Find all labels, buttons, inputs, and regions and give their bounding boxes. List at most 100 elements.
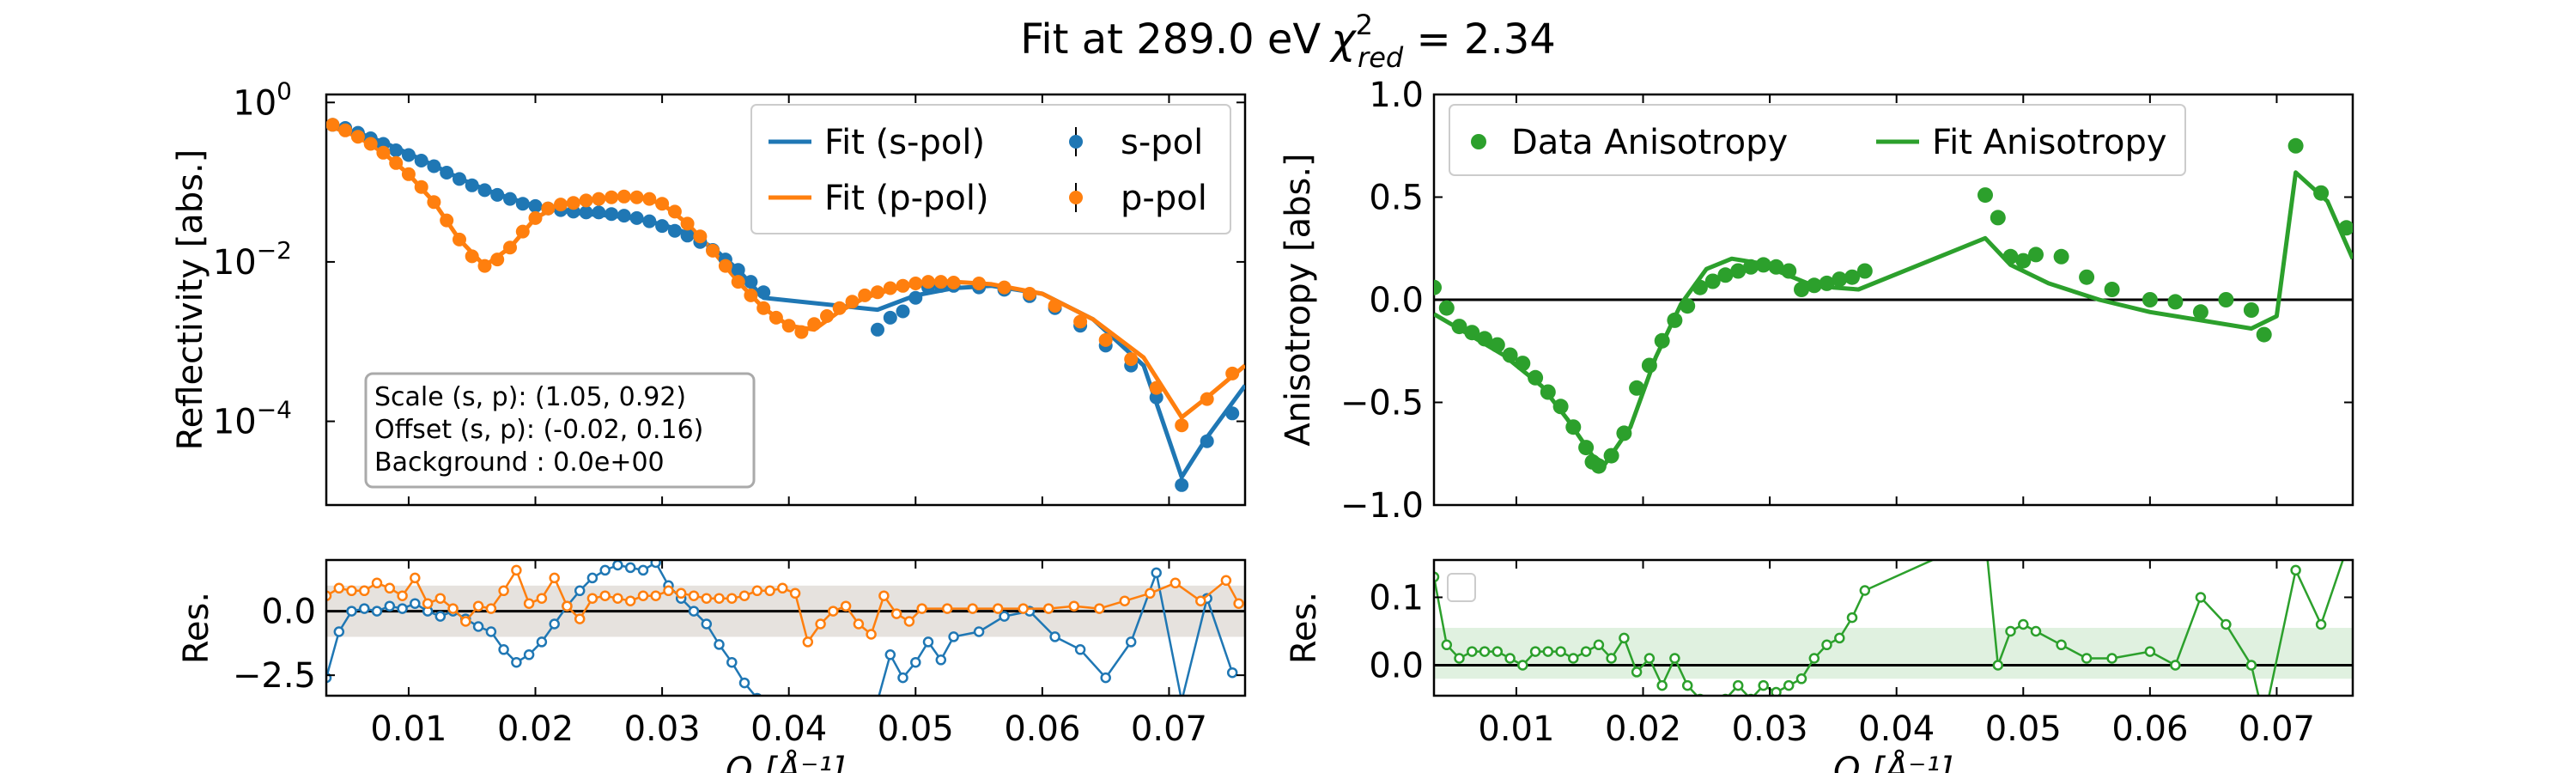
residuals-reflectivity-ticks: 0.0 −2.5 0.01 0.02 0.03 0.04 0.05 0.06 0.07 <box>233 560 1245 749</box>
s-pol-residual-point <box>371 606 383 617</box>
data-anisotropy-point <box>1692 279 1708 295</box>
s-pol-point <box>629 210 644 225</box>
p-pol-residual-point <box>637 590 649 601</box>
p-pol-residual-point <box>701 593 713 604</box>
s-pol-residual-point <box>536 636 548 648</box>
p-pol-point <box>883 281 897 295</box>
anisotropy-residual-point <box>1771 686 1782 696</box>
s-pol-residual-point <box>1226 666 1238 679</box>
x-tick-label: 0.06 <box>2111 709 2188 749</box>
legend-fit-label: Fit Anisotropy <box>1932 123 2167 162</box>
legend-box <box>750 104 1231 234</box>
legend-fit-p-label: Fit (p-pol) <box>824 179 989 218</box>
anisotropy-residual-point <box>1821 639 1832 651</box>
data-anisotropy-point <box>1590 458 1607 474</box>
s-pol-point <box>731 263 745 277</box>
p-pol-residual-point <box>1094 603 1105 614</box>
y-tick-label: −0.5 <box>1340 384 1424 423</box>
data-anisotropy-point <box>2243 302 2259 318</box>
residuals-anisotropy-panel: 0.10.00.01 0.02 0.03 0.04 0.05 0.06 0.07 Res. … <box>1285 532 2354 773</box>
anisotropy-residual-point <box>2342 545 2351 554</box>
p-pol-residual-point <box>840 600 852 612</box>
anisotropy-residual-point <box>1479 646 1491 657</box>
reflectivity-axes-frame <box>325 93 1247 507</box>
anisotropy-y-label: Anisotropy [abs.] <box>1279 153 1318 446</box>
anisotropy-panel: 1.0 0.5 0.0 −0.5 −1.0 Anisotropy [abs.] Data… <box>1279 76 2354 526</box>
p-pol-point <box>440 213 454 228</box>
p-pol-point <box>1124 352 1139 367</box>
y-tick-label: −2.5 <box>233 656 316 696</box>
s-pol-point <box>477 183 492 198</box>
anisotropy-residual-point <box>2290 564 2301 576</box>
s-pol-residual-point <box>1100 672 1111 684</box>
anisotropy-residual-point <box>2005 625 2016 637</box>
s-pol-point <box>465 178 479 192</box>
p-pol-residual-point <box>1233 598 1244 609</box>
p-pol-residual-point <box>738 590 750 601</box>
y-tick-label: 0.0 <box>1369 646 1424 685</box>
s-pol-residual-point <box>973 626 985 637</box>
s-pol-point <box>592 205 606 220</box>
p-pol-point <box>427 195 441 210</box>
s-pol-point <box>1225 406 1240 421</box>
anisotropy-residual-point <box>2315 618 2327 630</box>
data-anisotropy-point <box>2338 220 2353 236</box>
s-pol-residual-point <box>876 695 879 696</box>
fit-parameters-frame <box>364 372 756 489</box>
data-anisotropy-point <box>2218 292 2234 307</box>
data-anisotropy-point <box>2313 185 2330 201</box>
figure-title: Fit at 289.0 eV χ2 red = 2.34 <box>1020 9 1556 74</box>
data-anisotropy-point <box>1794 282 1809 297</box>
p-pol-point <box>605 190 619 204</box>
data-anisotropy-point <box>1978 187 1993 204</box>
s-pol-point <box>389 143 404 157</box>
data-anisotropy-point <box>1781 263 1797 279</box>
s-pol-point <box>490 187 505 202</box>
s-pol-point <box>680 228 695 243</box>
data-anisotropy-point <box>1730 263 1747 279</box>
data-anisotropy-point <box>2053 248 2069 265</box>
s-pol-point <box>1175 478 1189 492</box>
p-pol-residual-point <box>410 572 421 584</box>
x-tick-label: 0.01 <box>1478 709 1554 749</box>
x-tick-label: 0.04 <box>1858 709 1935 749</box>
s-pol-point <box>440 166 454 180</box>
p-pol-residual-point <box>586 593 598 604</box>
p-pol-residual-point <box>346 585 357 597</box>
p-pol-point <box>389 155 404 170</box>
p-pol-point <box>528 210 543 225</box>
s-pol-point <box>1200 434 1214 448</box>
reflectivity-plot-area <box>326 118 1245 492</box>
p-pol-point <box>414 180 428 194</box>
p-pol-residual-point <box>941 603 953 614</box>
s-pol-residual-point <box>1125 636 1137 648</box>
s-pol-residual-point <box>523 649 535 660</box>
p-pol-point <box>693 229 708 244</box>
x-tick-label: 0.02 <box>497 709 574 749</box>
p-pol-point <box>363 137 378 151</box>
anisotropy-residual-point <box>1783 679 1795 691</box>
p-pol-point <box>592 192 606 206</box>
p-pol-point <box>1073 314 1088 329</box>
s-pol-residual-point <box>714 639 725 650</box>
legend-data-marker <box>1471 134 1486 149</box>
anisotropy-residual-line <box>1434 560 2344 696</box>
x-tick-label: 0.05 <box>878 709 954 749</box>
p-pol-point <box>731 275 745 289</box>
residuals-reflectivity-y-label: Res. <box>177 592 216 664</box>
anisotropy-residual-point <box>1846 612 1858 624</box>
x-tick-label: 0.06 <box>1004 709 1080 749</box>
anisotropy-residual-point <box>1981 532 1990 540</box>
title-math-sup: 2 <box>1356 9 1373 41</box>
legend-s-marker <box>1069 135 1083 149</box>
s-pol-point <box>579 205 593 220</box>
p-pol-point <box>350 130 365 144</box>
s-pol-residual-point <box>897 672 908 684</box>
p-pol-point <box>642 192 657 206</box>
y-tick-label: 100 <box>233 76 292 123</box>
anisotropy-residual-point <box>1795 673 1807 685</box>
p-pol-point <box>845 295 860 309</box>
p-pol-residual-point <box>1170 577 1182 589</box>
data-anisotropy-point <box>1654 332 1670 349</box>
s-pol-residual-point <box>549 618 560 630</box>
